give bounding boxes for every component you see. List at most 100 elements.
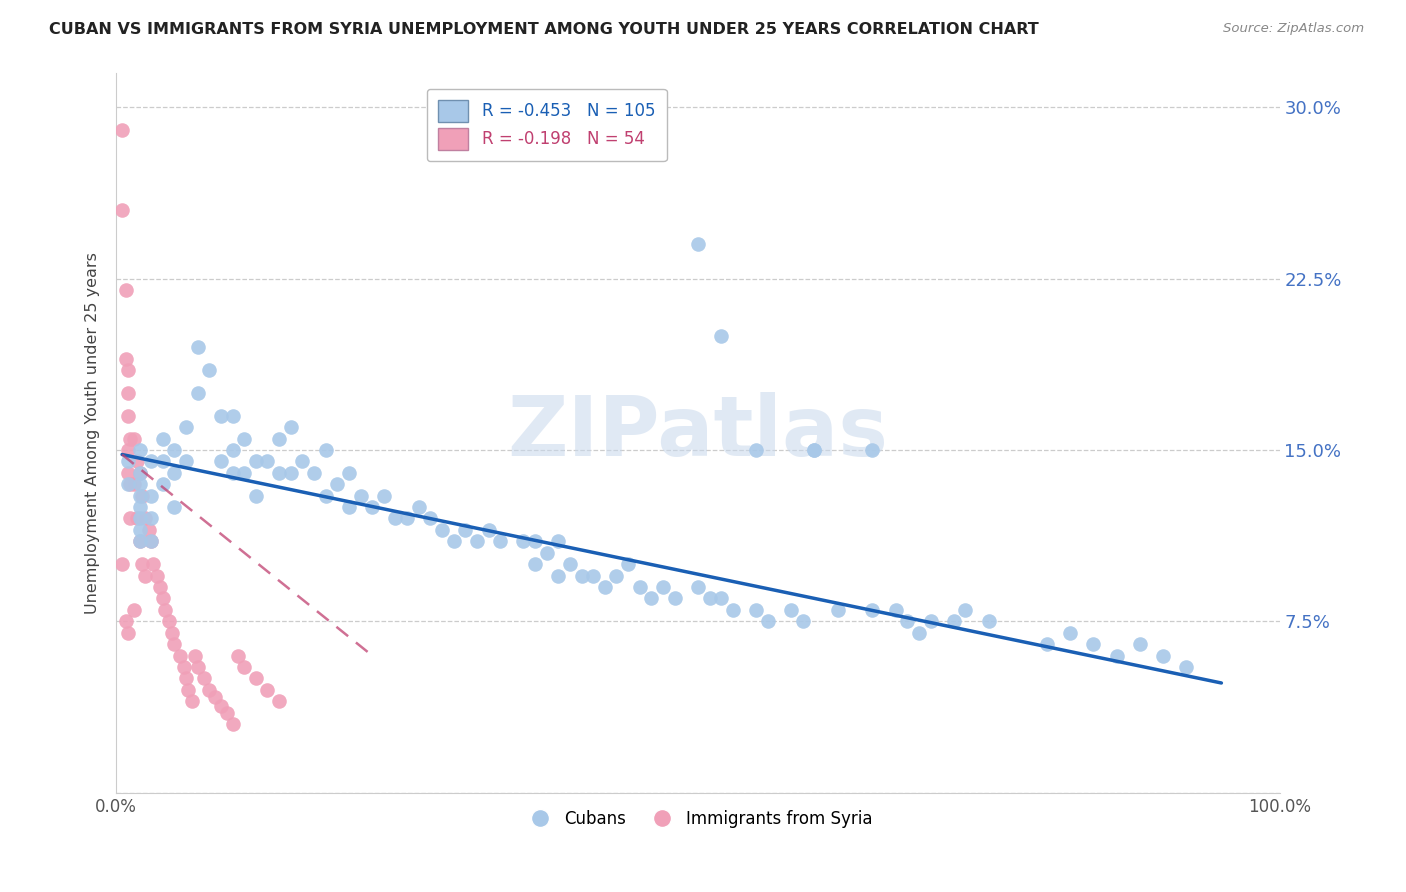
Point <box>884 603 907 617</box>
Point <box>269 694 291 708</box>
Point <box>373 489 395 503</box>
Point <box>315 489 337 503</box>
Point <box>489 534 512 549</box>
Point <box>233 432 256 446</box>
Point <box>558 557 581 571</box>
Point <box>174 454 197 468</box>
Point <box>256 682 278 697</box>
Point <box>233 660 256 674</box>
Point <box>122 432 145 446</box>
Text: ZIPatlas: ZIPatlas <box>508 392 889 474</box>
Point <box>111 123 134 137</box>
Point <box>233 466 256 480</box>
Point <box>896 615 918 629</box>
Point <box>780 603 803 617</box>
Point <box>163 466 186 480</box>
Point <box>524 534 547 549</box>
Point <box>803 442 825 457</box>
Point <box>173 660 195 674</box>
Point <box>228 648 250 663</box>
Point <box>699 591 721 606</box>
Point <box>128 466 150 480</box>
Point <box>117 442 139 457</box>
Point <box>547 568 569 582</box>
Point <box>547 534 569 549</box>
Point <box>361 500 384 514</box>
Point <box>120 477 142 491</box>
Point <box>117 466 139 480</box>
Point <box>721 603 744 617</box>
Point <box>127 454 149 468</box>
Point <box>209 454 232 468</box>
Point <box>128 511 150 525</box>
Point <box>128 489 150 503</box>
Point <box>127 511 149 525</box>
Point <box>149 580 172 594</box>
Point <box>141 489 163 503</box>
Point <box>152 454 174 468</box>
Point <box>571 568 593 582</box>
Point <box>120 511 142 525</box>
Point <box>163 442 186 457</box>
Point <box>337 500 360 514</box>
Point <box>792 615 814 629</box>
Text: CUBAN VS IMMIGRANTS FROM SYRIA UNEMPLOYMENT AMONG YOUTH UNDER 25 YEARS CORRELATI: CUBAN VS IMMIGRANTS FROM SYRIA UNEMPLOYM… <box>49 22 1039 37</box>
Point <box>1059 625 1081 640</box>
Point <box>117 477 139 491</box>
Point <box>117 385 139 400</box>
Point <box>174 420 197 434</box>
Point <box>477 523 499 537</box>
Point <box>122 603 145 617</box>
Point <box>269 466 291 480</box>
Point <box>128 523 150 537</box>
Point <box>128 534 150 549</box>
Point <box>114 351 136 366</box>
Point <box>221 717 243 731</box>
Point <box>111 202 134 217</box>
Point <box>1105 648 1128 663</box>
Point <box>169 648 191 663</box>
Point <box>860 603 883 617</box>
Point <box>745 442 768 457</box>
Point <box>221 442 243 457</box>
Point <box>349 489 371 503</box>
Point <box>128 442 150 457</box>
Point <box>193 672 215 686</box>
Point <box>582 568 605 582</box>
Point <box>128 477 150 491</box>
Point <box>512 534 534 549</box>
Point <box>536 546 558 560</box>
Legend: Cubans, Immigrants from Syria: Cubans, Immigrants from Syria <box>517 804 879 835</box>
Point <box>134 511 156 525</box>
Point <box>134 568 156 582</box>
Point <box>180 694 202 708</box>
Point <box>221 466 243 480</box>
Point <box>1129 637 1152 651</box>
Point <box>128 500 150 514</box>
Point <box>430 523 453 537</box>
Point <box>114 283 136 297</box>
Point <box>756 615 779 629</box>
Point <box>302 466 325 480</box>
Point <box>142 557 165 571</box>
Point <box>710 591 733 606</box>
Point <box>117 625 139 640</box>
Point <box>209 698 232 713</box>
Point <box>443 534 465 549</box>
Point <box>1152 648 1174 663</box>
Point <box>114 615 136 629</box>
Point <box>628 580 651 594</box>
Point <box>256 454 278 468</box>
Point <box>454 523 477 537</box>
Point <box>269 432 291 446</box>
Point <box>141 454 163 468</box>
Point <box>686 580 709 594</box>
Point <box>245 672 267 686</box>
Point <box>184 648 207 663</box>
Point <box>605 568 627 582</box>
Point <box>177 682 200 697</box>
Point <box>122 477 145 491</box>
Point <box>827 603 849 617</box>
Point <box>280 420 302 434</box>
Point <box>146 568 169 582</box>
